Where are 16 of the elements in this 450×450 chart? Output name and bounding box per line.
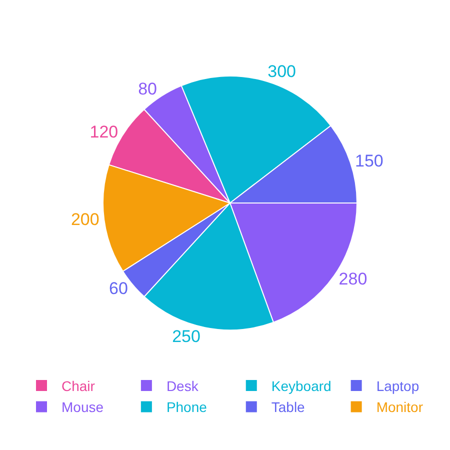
data-label: 120 [90,122,118,142]
data-label: 150 [355,152,384,171]
data-label: 250 [172,327,200,346]
legend-label: Desk [166,378,200,394]
legend-label: Phone [166,399,208,416]
data-label: 280 [338,269,368,288]
legend-label: Laptop [376,378,420,394]
legend-label: Keyboard [271,378,332,394]
legend-label: Table [271,399,306,416]
data-label: 60 [109,279,128,298]
data-label: 300 [268,62,296,81]
legend-label: Chair [62,378,96,394]
legend-label: Monitor [376,399,424,416]
data-label: 80 [138,80,158,99]
data-label: 200 [70,210,100,230]
legend-label: Mouse [62,399,104,416]
